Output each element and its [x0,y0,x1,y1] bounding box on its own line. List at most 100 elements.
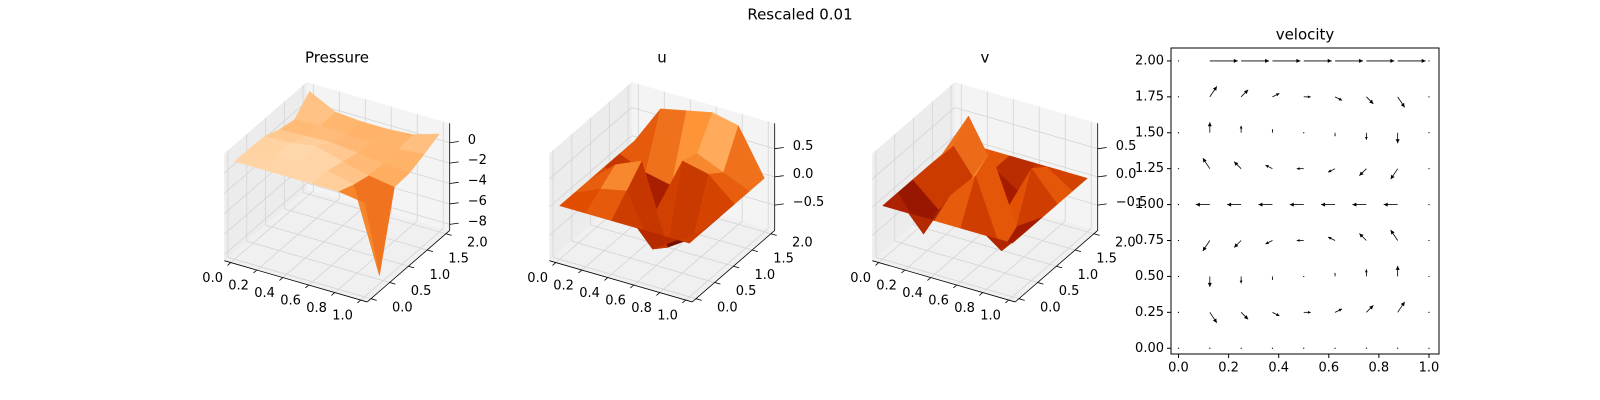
arrow-part [1296,239,1300,242]
arrow [1359,233,1367,241]
surface-patch [312,170,354,192]
tick-mark [449,222,459,225]
arrow-part [1177,60,1180,62]
y-tick-label: 2.00 [1135,53,1164,68]
arrow-part [1234,161,1239,166]
arrow-part [1328,237,1332,240]
arrow [1202,240,1211,252]
x-tick-label: 0.4 [254,286,275,301]
tick-mark [656,292,660,296]
arrow-part [1275,313,1280,316]
figure-title: Rescaled 0.01 [747,6,852,24]
arrow-part [1390,230,1395,235]
arrow-part [1428,311,1430,313]
tick-mark [1093,233,1100,236]
subplot-title: Pressure [305,49,369,67]
arrow [1428,168,1430,170]
arrow [1428,311,1430,313]
z-tick-label: 0 [468,133,476,148]
surface-patch [985,230,1028,252]
z-tick-label: −8 [468,214,487,229]
subplot-title: v [981,49,990,67]
arrow [1334,272,1336,277]
arrow-part [1400,301,1405,307]
arrow-part [1177,203,1180,206]
arrow [1303,95,1311,99]
arrow-part [1271,129,1274,131]
y-tick-label: 1.00 [1135,197,1164,212]
arrow [1265,164,1273,170]
z-tick-label: 0.0 [793,167,814,182]
y-tick-label: 1.0 [430,268,451,283]
arrow-part [1209,347,1211,349]
arrow [1383,202,1398,207]
arrow-part [1177,275,1180,278]
arrow-part [1390,174,1395,180]
axis-line [224,260,368,303]
arrow [1265,240,1273,245]
arrow-part [1265,165,1269,168]
arrow [1241,58,1270,63]
tick-mark [875,262,880,266]
arrow [1272,58,1301,63]
arrow-part [1428,60,1430,62]
y-tick-label: 0.0 [392,300,413,315]
arrow [1239,276,1243,284]
arrow [1395,132,1400,144]
grid-line [552,257,697,300]
axis-line [691,230,775,303]
x-tick-label: 0.4 [1268,361,1289,376]
x-tick-label: 0.0 [527,271,548,286]
tick-mark [733,265,740,269]
grid-line [284,208,428,251]
arrow-part [1265,241,1269,245]
arrow-part [1271,278,1274,280]
tick-mark [449,202,459,205]
arrow [1271,276,1274,280]
tick-mark [695,298,702,301]
tick-mark [427,249,434,253]
tick-mark [408,265,415,269]
grid-line [246,240,390,283]
arrow [1366,58,1395,63]
arrow-part [1383,202,1388,207]
z-tick-label: 0.0 [1116,167,1137,182]
arrow-part [1177,239,1180,242]
arrow [1327,168,1336,173]
grid-line [227,257,372,300]
z-tick-label: 0.5 [793,139,814,154]
arrow-part [1428,96,1430,98]
arrow [1271,129,1274,133]
x-tick-label: 1.0 [1419,361,1440,376]
tick-mark [630,284,635,289]
arrow-part [1212,86,1217,91]
arrow [1303,310,1311,314]
tick-mark [1097,175,1107,178]
arrow-part [1369,99,1374,104]
z-tick-label: −4 [468,174,487,189]
arrow-part [1202,246,1207,252]
y-tick-label: 1.75 [1135,89,1164,104]
arrow-part [1207,282,1212,287]
grid-line [265,224,409,267]
arrow-part [1296,167,1300,171]
x-tick-label: 0.0 [1168,361,1189,376]
arrow [1207,122,1212,133]
arrow [1428,239,1430,242]
tick-mark [449,161,459,164]
arrow [1296,239,1304,242]
grid-line [913,224,1057,267]
arrow [1177,239,1180,242]
tick-mark [1037,282,1044,285]
arrow-part [1239,125,1243,129]
y-tick-label: 0.0 [717,300,738,315]
tick-mark [1075,249,1082,253]
arrow-part [1395,139,1400,144]
tick-mark [227,262,232,266]
arrow [1390,168,1399,180]
arrow [1303,58,1332,63]
arrow-part [1359,58,1364,63]
arrow [1428,347,1430,349]
arrow [1177,96,1180,98]
arrow [1177,132,1180,134]
